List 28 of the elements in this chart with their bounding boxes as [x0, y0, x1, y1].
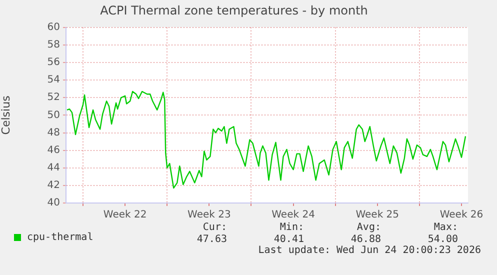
y-tick-label: 60 [47, 22, 60, 33]
y-tick-label: 42 [47, 180, 60, 192]
y-axis-title: Celsius [0, 95, 12, 135]
text: Max: [432, 222, 458, 233]
y-tick-label: 44 [47, 162, 60, 174]
x-tick-label: Week 25 [356, 210, 400, 221]
y-tick-label: 58 [47, 40, 60, 51]
y-tick-label: 40 [47, 198, 60, 209]
text: Last update: Wed Jun 24 20:00:23 2026 [258, 245, 481, 256]
text: Min: [278, 222, 304, 233]
y-tick-label: 46 [47, 144, 60, 156]
y-tick-label: 50 [47, 110, 60, 121]
text: 54.00 [426, 234, 458, 245]
x-tick-label: Week 22 [103, 210, 147, 221]
text: 47.63 [196, 234, 227, 245]
text: 40.41 [272, 234, 304, 245]
text: Avg: [356, 222, 381, 233]
text: Cur: [202, 222, 227, 233]
chart-title: ACPI Thermal zone temperatures - by month [100, 3, 368, 18]
y-tick-label: 48 [47, 127, 60, 138]
legend-label: cpu-thermal [27, 232, 94, 243]
text: 46.88 [350, 234, 381, 245]
y-tick-label: 54 [47, 74, 60, 86]
y-tick-label: 56 [47, 57, 60, 68]
x-tick-label: Week 26 [440, 210, 484, 221]
x-tick-label: Week 24 [272, 210, 315, 221]
x-tick-label: Week 23 [188, 210, 231, 221]
y-tick-label: 52 [47, 92, 60, 104]
